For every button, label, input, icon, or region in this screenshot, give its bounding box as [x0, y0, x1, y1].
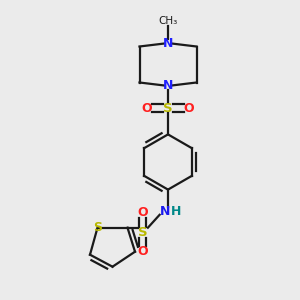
Text: N: N — [163, 37, 173, 50]
Text: CH₃: CH₃ — [158, 16, 178, 26]
Text: H: H — [171, 205, 182, 218]
Text: N: N — [163, 79, 173, 92]
Text: O: O — [184, 101, 194, 115]
Text: S: S — [138, 226, 147, 239]
Text: O: O — [137, 206, 148, 219]
Text: S: S — [163, 101, 173, 115]
Text: N: N — [160, 205, 170, 218]
Text: S: S — [93, 221, 102, 234]
Text: O: O — [142, 101, 152, 115]
Text: O: O — [137, 245, 148, 258]
